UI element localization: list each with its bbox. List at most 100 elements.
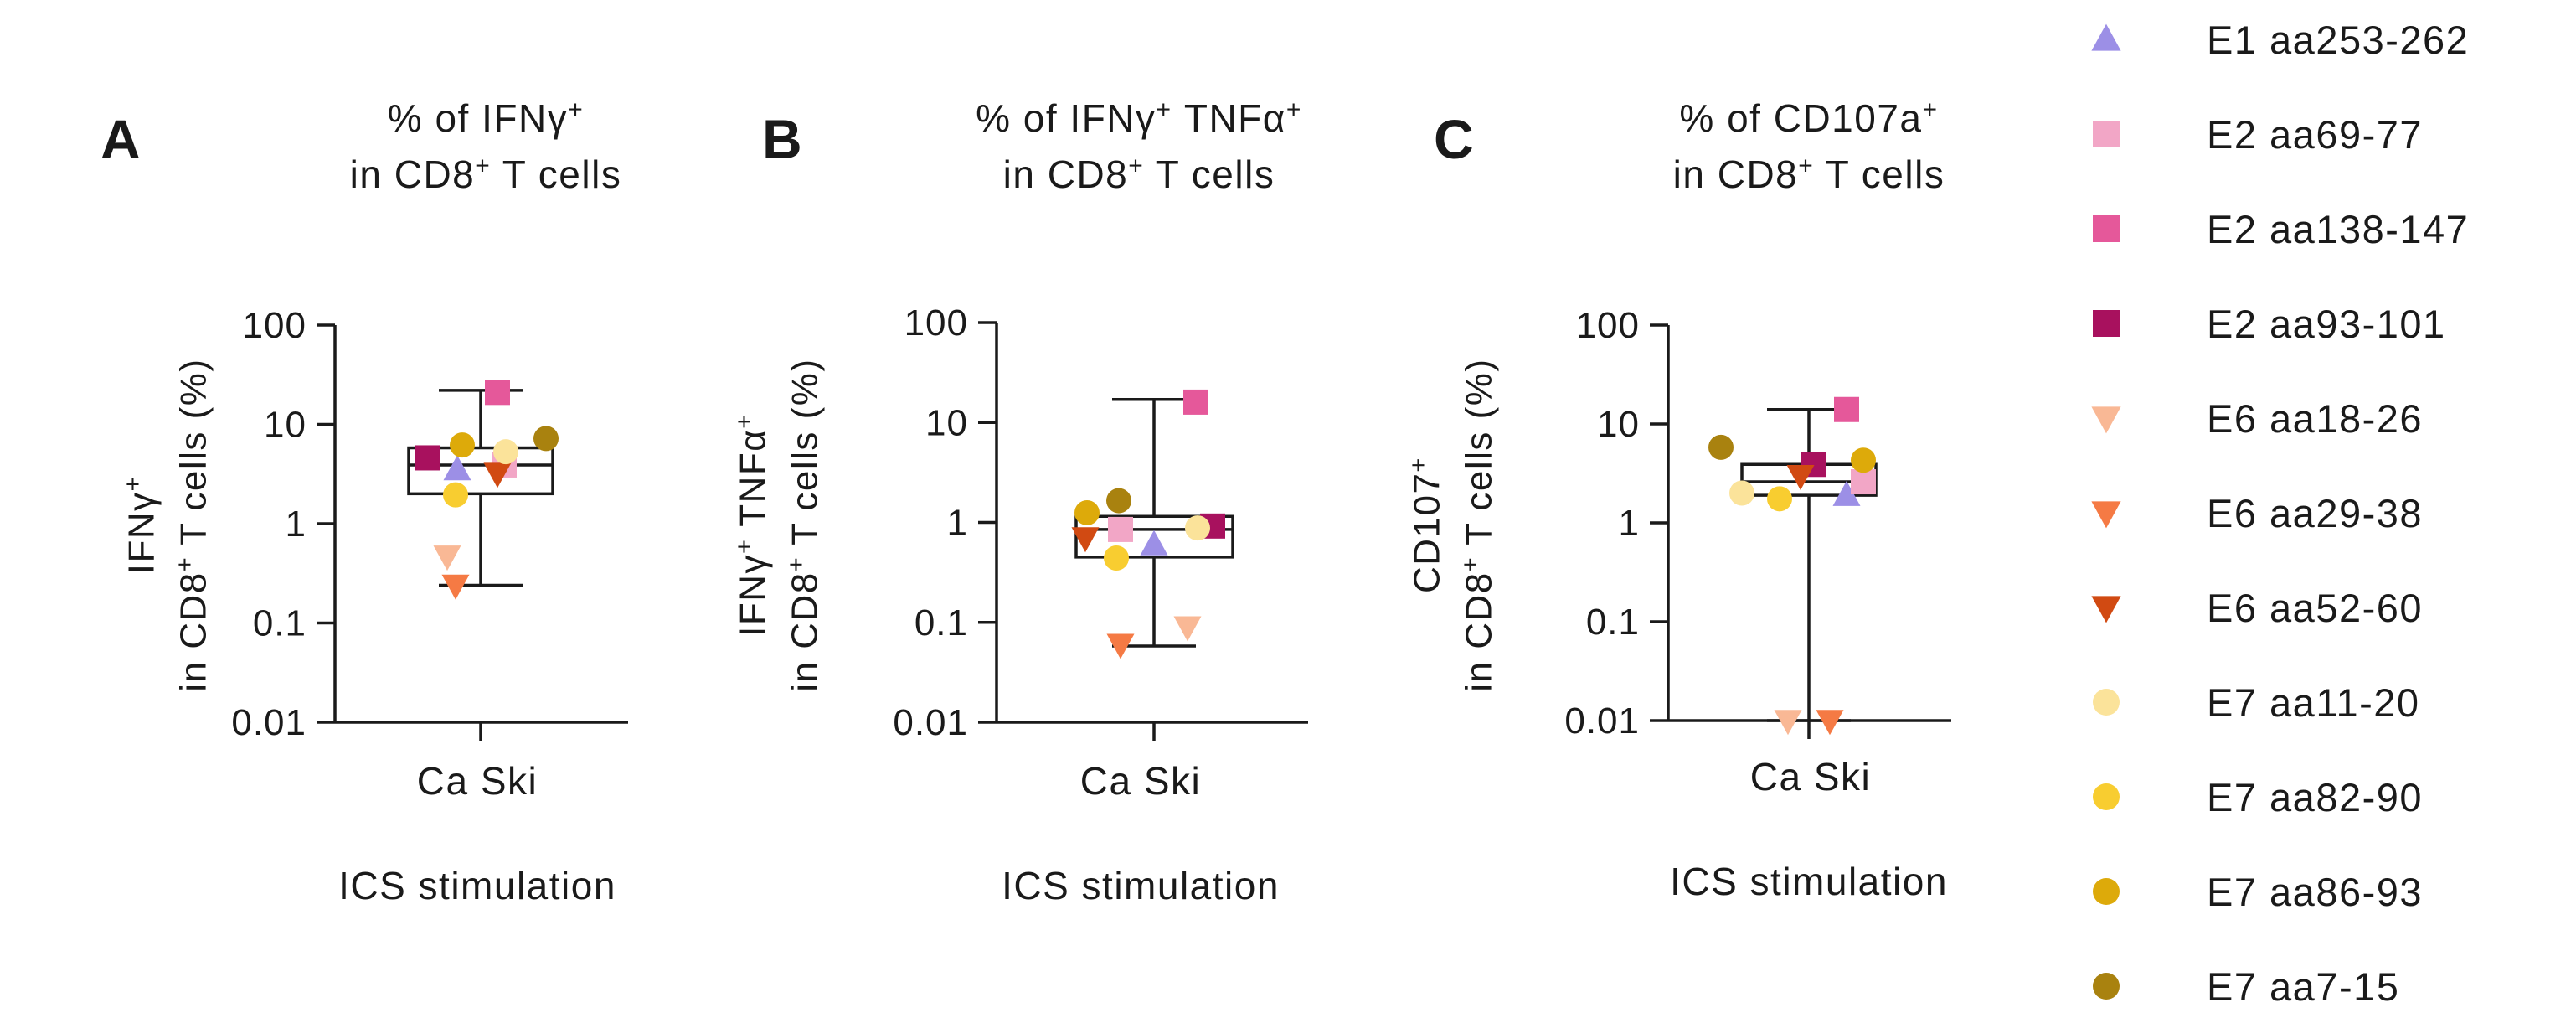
legend-item: E2 aa93-101	[2081, 299, 2567, 348]
y-tick-label: 10	[925, 402, 968, 443]
legend-marker	[2093, 689, 2120, 716]
legend-marker	[2091, 596, 2121, 623]
data-point	[443, 455, 471, 481]
data-point	[1816, 710, 1844, 736]
legend-item: E6 aa29-38	[2081, 488, 2567, 537]
legend-label: E7 aa11-20	[2207, 680, 2420, 725]
title-text: % of CD107a	[1679, 96, 1923, 140]
title-sup: +	[1128, 152, 1145, 180]
legend-item: E6 aa52-60	[2081, 583, 2567, 632]
data-point	[533, 426, 559, 452]
legend-marker	[2093, 310, 2120, 337]
legend-marker-shape	[2091, 406, 2121, 434]
x-axis-title: ICS stimulation	[1002, 864, 1280, 907]
y-tick-label: 1	[1619, 503, 1640, 544]
data-point	[1851, 447, 1876, 473]
data-point	[485, 380, 510, 406]
title-text: T cells	[1814, 152, 1945, 196]
legend-marker	[2093, 878, 2120, 905]
data-point	[1708, 434, 1734, 460]
legend-label: E2 aa138-147	[2207, 207, 2470, 251]
x-category-label: Ca Ski	[1079, 759, 1202, 803]
data-point	[1851, 469, 1876, 495]
legend-marker-shape	[2093, 973, 2120, 1000]
legend-label: E2 aa93-101	[2207, 302, 2446, 346]
title-text: in CD8	[1002, 152, 1129, 196]
title-sup: +	[568, 96, 585, 124]
data-point	[1071, 527, 1100, 553]
legend-label: E6 aa18-26	[2207, 396, 2424, 441]
legend-label: E6 aa52-60	[2207, 586, 2424, 630]
panel-title: % of IFNγ+ TNFα+ in CD8+ T cells	[904, 90, 1373, 202]
legend-marker	[2093, 215, 2120, 242]
legend-label: E2 aa69-77	[2207, 112, 2424, 157]
x-axis-title: ICS stimulation	[338, 864, 616, 907]
data-point	[1106, 633, 1135, 659]
legend-marker-shape	[2093, 783, 2120, 810]
data-point	[1106, 488, 1131, 514]
legend-item: E1 aa253-262	[2081, 15, 2567, 64]
title-text: % of IFNγ	[976, 96, 1157, 140]
y-tick-label: 0.1	[914, 602, 968, 643]
y-tick-label: 1	[286, 504, 307, 545]
legend-marker	[2093, 973, 2120, 1000]
data-point	[450, 432, 475, 458]
title-text: in CD8	[349, 152, 476, 196]
data-point	[483, 462, 512, 488]
title-text: in CD8	[1672, 152, 1799, 196]
legend-label: E6 aa29-38	[2207, 491, 2424, 535]
legend-marker	[2093, 121, 2120, 147]
panel-title: % of CD107a+ in CD8+ T cells	[1574, 90, 2043, 202]
data-point	[1173, 616, 1202, 642]
data-point	[441, 574, 470, 600]
title-sup: +	[1922, 96, 1939, 124]
legend-item: E2 aa69-77	[2081, 110, 2567, 158]
legend-marker-shape	[2093, 215, 2120, 242]
y-tick-label: 10	[1597, 404, 1640, 445]
title-text: T cells	[491, 152, 622, 196]
data-point	[1774, 710, 1802, 736]
data-point	[1767, 486, 1792, 512]
data-point	[1108, 516, 1133, 542]
legend-marker-shape	[2093, 121, 2120, 147]
y-tick-label: 0.01	[231, 702, 307, 743]
data-point	[1832, 480, 1861, 506]
legend-marker-shape	[2093, 689, 2120, 716]
x-axis-title: ICS stimulation	[1670, 860, 1948, 903]
legend-marker-shape	[2093, 878, 2120, 905]
y-tick-label: 0.01	[1564, 700, 1640, 742]
title-sup: +	[1798, 152, 1815, 180]
legend-marker	[2091, 501, 2121, 529]
panel-title: % of IFNγ+ in CD8+ T cells	[251, 90, 720, 202]
y-tick-label: 0.1	[253, 603, 307, 644]
data-point	[493, 439, 518, 465]
x-category-label: Ca Ski	[1749, 755, 1872, 798]
title-sup: +	[1285, 96, 1302, 124]
legend-item: E6 aa18-26	[2081, 394, 2567, 442]
legend-item: E7 aa86-93	[2081, 867, 2567, 916]
data-point	[1074, 499, 1100, 525]
data-point	[1729, 480, 1754, 506]
title-sup: +	[475, 152, 492, 180]
title-text: TNFα	[1172, 96, 1286, 140]
legend-label: E7 aa86-93	[2207, 870, 2424, 914]
legend-marker-shape	[2091, 596, 2121, 623]
legend-marker-shape	[2091, 23, 2121, 51]
data-point	[415, 445, 440, 471]
data-point	[443, 482, 468, 508]
data-point	[1786, 464, 1815, 490]
y-tick-label: 100	[243, 305, 307, 346]
data-point	[1834, 396, 1859, 422]
legend-marker	[2091, 406, 2121, 434]
y-tick-label: 0.1	[1586, 602, 1640, 643]
legend-label: E7 aa7-15	[2207, 964, 2400, 1009]
data-point	[1104, 545, 1129, 571]
title-sup: +	[1156, 96, 1172, 124]
y-tick-label: 1	[947, 503, 968, 544]
legend-label: E1 aa253-262	[2207, 18, 2470, 62]
x-category-label: Ca Ski	[416, 759, 538, 803]
title-text: % of IFNγ	[387, 96, 569, 140]
panel-letter: B	[762, 108, 803, 170]
data-point	[1185, 515, 1210, 541]
legend-marker-shape	[2091, 501, 2121, 529]
